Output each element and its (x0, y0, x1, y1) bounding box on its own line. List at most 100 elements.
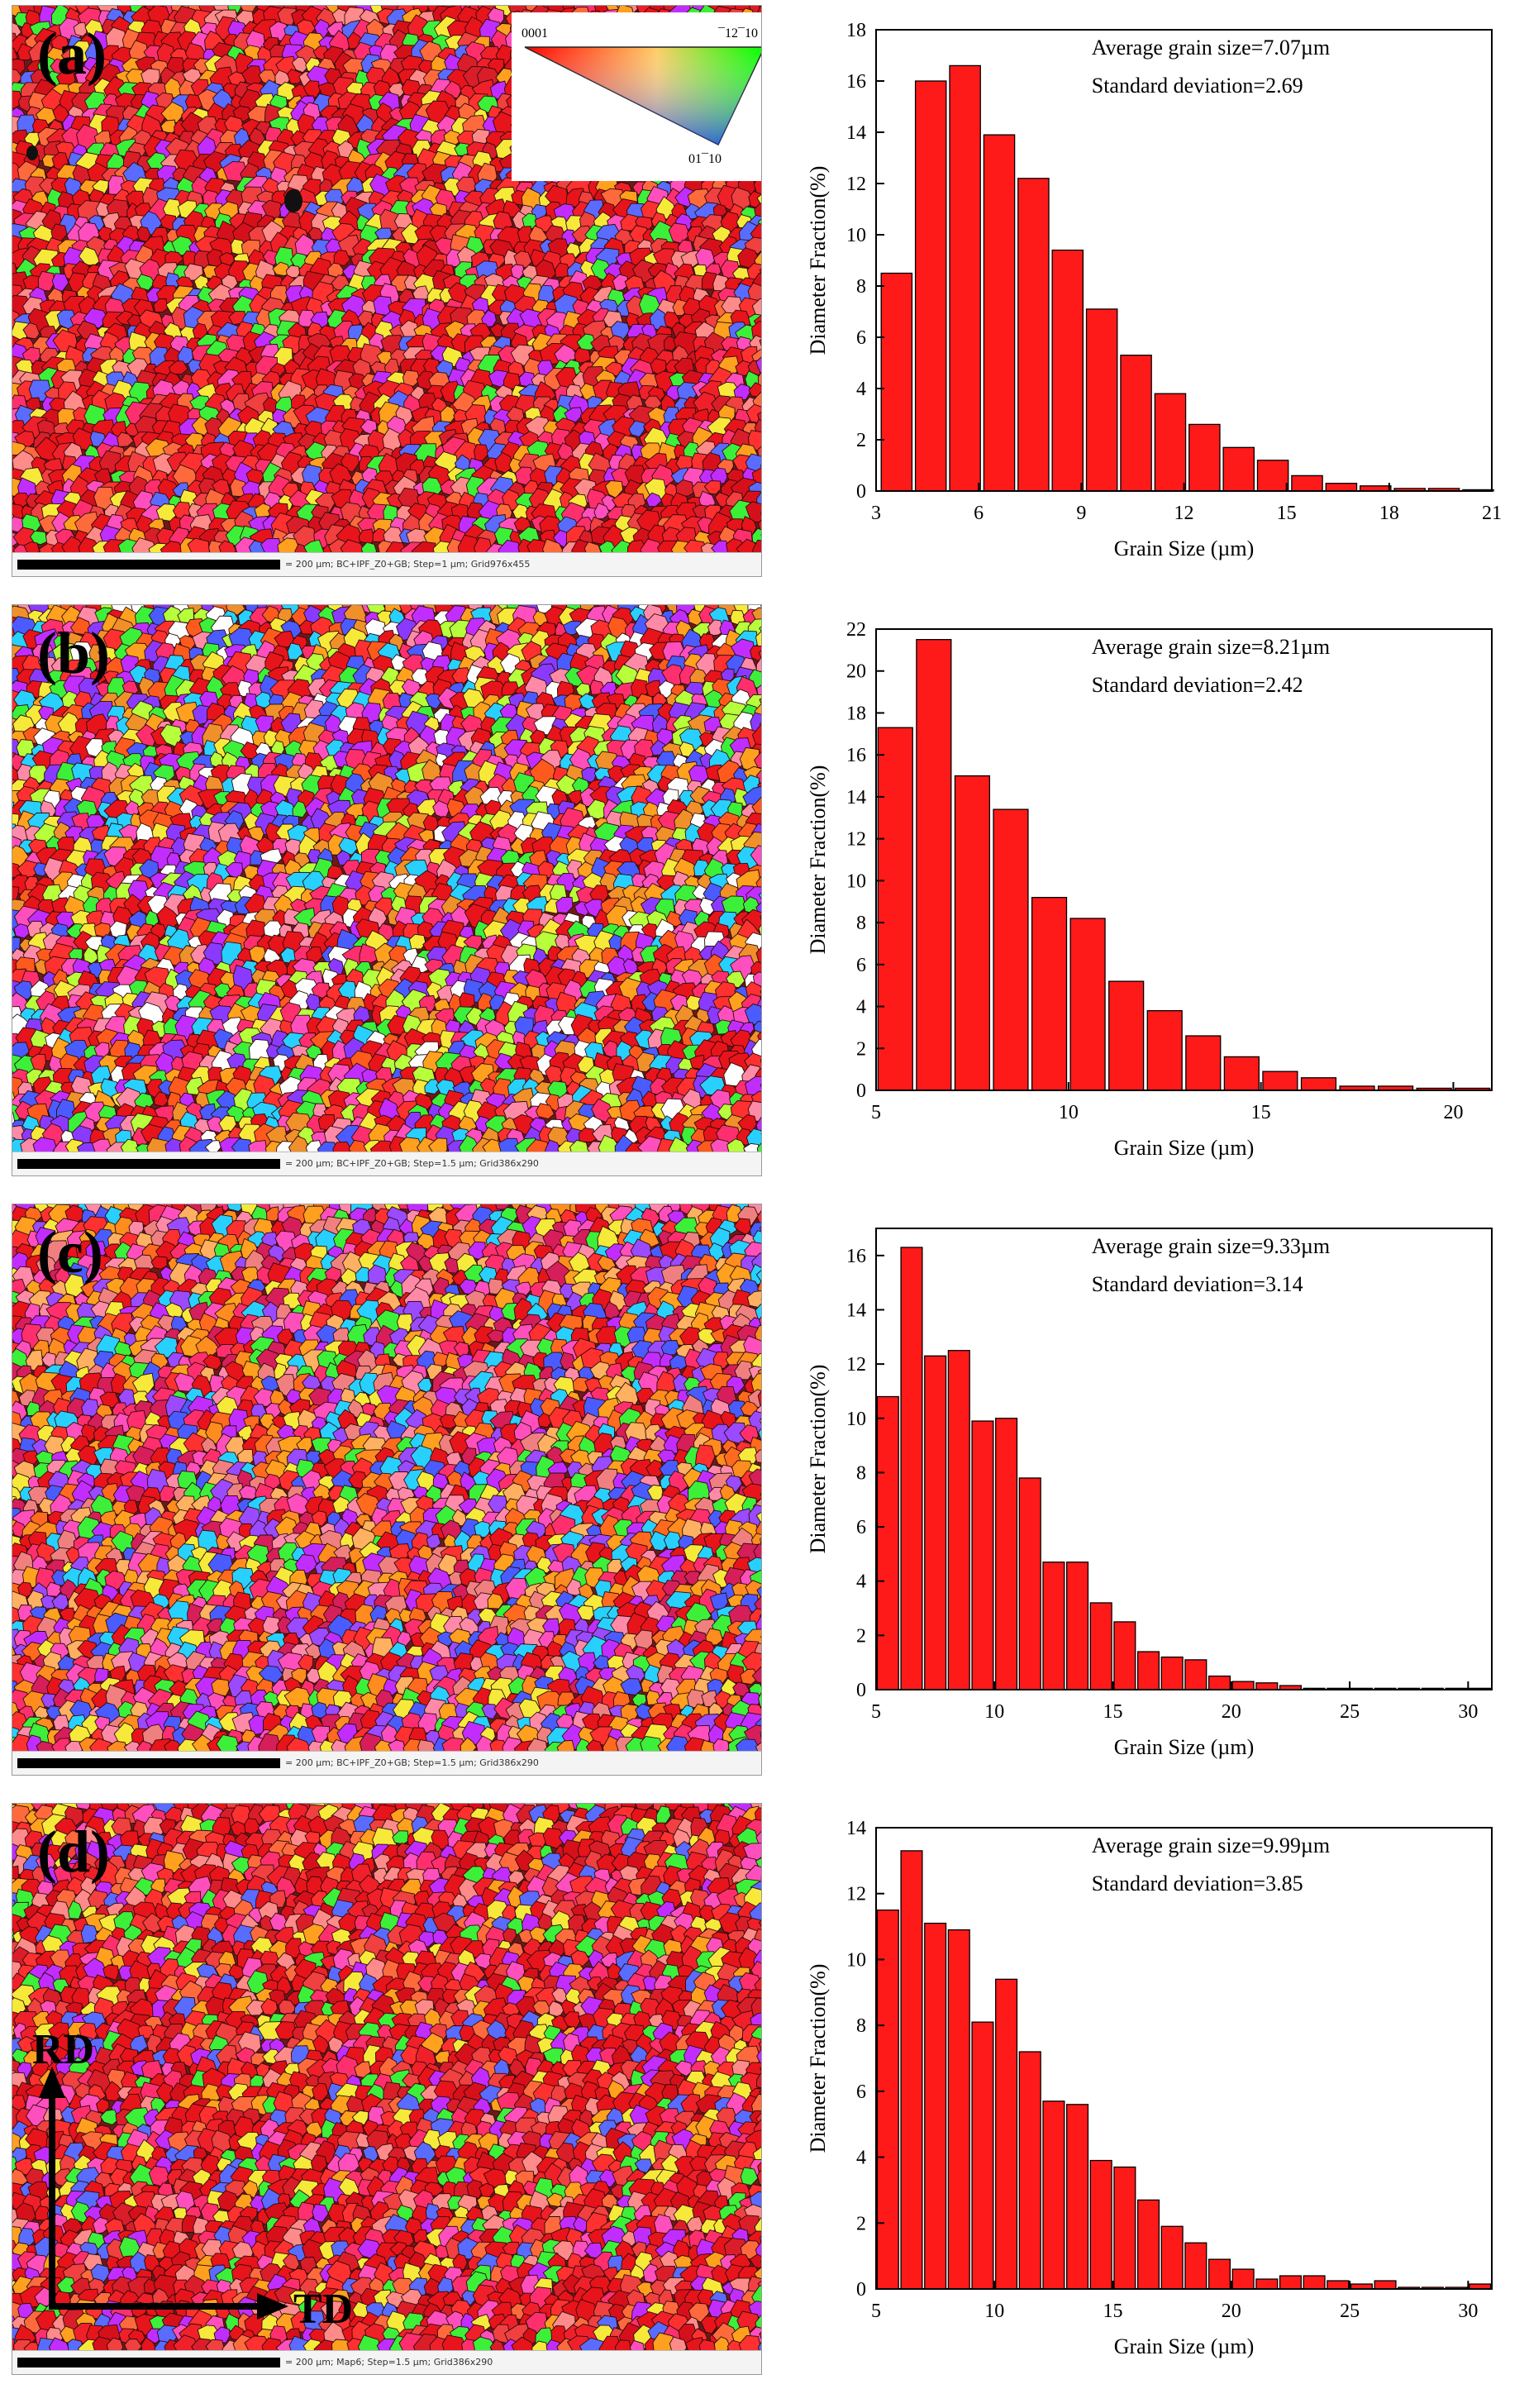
y-tick-label: 12 (846, 1354, 866, 1376)
histogram-bar (1255, 2278, 1279, 2290)
y-tick-label: 6 (856, 955, 866, 976)
x-tick-label: 12 (1174, 503, 1194, 524)
scale-bar: = 200 µm; BC+IPF_Z0+GB; Step=1 µm; Grid9… (12, 552, 761, 576)
histogram-bar (947, 1350, 970, 1690)
scale-bar-line (17, 2358, 280, 2367)
histogram-bar (924, 1355, 947, 1690)
histogram-bar (1160, 2225, 1184, 2290)
y-tick-label: 8 (856, 276, 866, 298)
y-tick-label: 16 (846, 71, 866, 93)
histogram-bar (1051, 249, 1084, 492)
scale-bar-line (17, 1159, 280, 1169)
x-tick-label: 25 (1340, 1701, 1360, 1723)
histogram-bar (1136, 1651, 1160, 1690)
y-axis-label: Diameter Fraction(%) (806, 166, 830, 355)
x-axis-label: Grain Size (µm) (1114, 2334, 1254, 2358)
histogram-bar (1262, 1070, 1298, 1091)
histogram-bar (971, 1420, 994, 1690)
ipf-label-1210: ¯12¯10 (717, 26, 758, 41)
histogram-bar (1120, 355, 1152, 492)
histogram-bar (914, 80, 947, 492)
grain-map-image (12, 1204, 761, 1752)
y-tick-label: 6 (856, 2081, 866, 2103)
histogram-chart: 0 2 4 6 8 10 12 14 16 5 10 15 20 25 30 Grain Size (µm) D… (806, 1228, 1493, 1759)
standard-deviation-annotation: Standard deviation=2.42 (1092, 673, 1303, 697)
y-tick-label: 22 (846, 619, 866, 641)
histogram-chart: 0 2 4 6 8 10 12 14 16 18 3 6 9 12 15 18 21 Grain Size (µm… (806, 20, 1502, 560)
histogram-bar (1146, 1009, 1183, 1091)
x-tick-label: 9 (1076, 503, 1086, 524)
x-tick-label: 5 (871, 1102, 881, 1123)
histogram-bar (1207, 2258, 1231, 2290)
panel-b: (b) = 200 µm; BC+IPF_Z0+GB; Step=1.5 µm;… (0, 599, 1529, 1194)
histogram-bar (1303, 2275, 1326, 2290)
x-tick-label: 20 (1222, 1701, 1241, 1723)
y-tick-label: 0 (856, 2279, 866, 2301)
y-tick-label: 10 (846, 870, 866, 892)
x-tick-label: 15 (1103, 1701, 1123, 1723)
histogram-bar (1108, 980, 1145, 1091)
y-tick-label: 14 (846, 787, 866, 808)
x-tick-label: 10 (984, 2301, 1004, 2322)
scale-bar-text: = 200 µm; BC+IPF_Z0+GB; Step=1.5 µm; Gri… (285, 1757, 539, 1768)
y-tick-label: 8 (856, 913, 866, 934)
y-tick-label: 10 (846, 225, 866, 246)
y-tick-label: 6 (856, 327, 866, 349)
histogram-bar (900, 1247, 923, 1690)
y-tick-label: 2 (856, 1625, 866, 1647)
ebsd-map: (c) = 200 µm; BC+IPF_Z0+GB; Step=1.5 µm;… (12, 1204, 762, 1776)
panel-label: (b) (37, 620, 110, 686)
histogram-bar (900, 1850, 923, 2290)
y-tick-label: 10 (846, 1949, 866, 1971)
scale-bar-text: = 200 µm; BC+IPF_Z0+GB; Step=1.5 µm; Gri… (285, 1158, 539, 1169)
x-axis-label: Grain Size (µm) (1114, 1136, 1254, 1160)
histogram-bar (1154, 393, 1187, 492)
average-grain-size-annotation: Average grain size=9.33µm (1092, 1234, 1330, 1258)
panel-d: RD TD (d) = 200 µm; Map6; Step=1.5 µm; G… (0, 1798, 1529, 2393)
scale-bar-line (17, 560, 280, 570)
ebsd-map: (b) = 200 µm; BC+IPF_Z0+GB; Step=1.5 µm;… (12, 604, 762, 1176)
y-tick-label: 16 (846, 745, 866, 766)
histogram-bar (1089, 2159, 1112, 2290)
standard-deviation-annotation: Standard deviation=2.69 (1092, 74, 1303, 98)
panel-label: (c) (37, 1219, 103, 1285)
average-grain-size-annotation: Average grain size=7.07µm (1092, 36, 1330, 60)
histogram-bar (1018, 2051, 1041, 2290)
histogram-bar (1188, 423, 1221, 492)
histogram-bar (1066, 2104, 1089, 2290)
y-tick-label: 6 (856, 1517, 866, 1538)
histogram-bar (1066, 1562, 1089, 1690)
y-tick-label: 0 (856, 1080, 866, 1102)
x-tick-label: 18 (1379, 503, 1399, 524)
y-tick-label: 2 (856, 1038, 866, 1060)
y-tick-label: 4 (856, 379, 866, 400)
y-tick-label: 12 (846, 174, 866, 195)
x-tick-label: 5 (871, 2301, 881, 2322)
y-axis-label: Diameter Fraction(%) (806, 1365, 830, 1554)
histogram-bar (993, 808, 1029, 1091)
panel-a: 0001 ¯12¯10 01¯10 (a) = 200 µm; BC+IPF_Z… (0, 0, 1529, 595)
y-tick-label: 12 (846, 1884, 866, 1905)
x-tick-label: 15 (1251, 1102, 1271, 1123)
y-tick-label: 16 (846, 1246, 866, 1267)
histogram-bar (1223, 1056, 1260, 1091)
y-tick-label: 18 (846, 703, 866, 724)
panel-label: (a) (37, 21, 107, 87)
scale-bar: = 200 µm; BC+IPF_Z0+GB; Step=1.5 µm; Gri… (12, 1751, 761, 1775)
panel-c: (c) = 200 µm; BC+IPF_Z0+GB; Step=1.5 µm;… (0, 1199, 1529, 1794)
ipf-label-0110: 01¯10 (688, 152, 722, 166)
histogram-bar (995, 1978, 1018, 2290)
x-tick-label: 6 (974, 503, 984, 524)
y-tick-label: 14 (846, 122, 866, 144)
y-tick-label: 12 (846, 829, 866, 851)
histogram-bar (983, 134, 1016, 492)
x-tick-label: 15 (1277, 503, 1297, 524)
y-axis-label: Diameter Fraction(%) (806, 765, 830, 955)
x-tick-label: 30 (1458, 1701, 1478, 1723)
y-tick-label: 0 (856, 481, 866, 503)
average-grain-size-annotation: Average grain size=8.21µm (1092, 635, 1330, 659)
ebsd-map: RD TD (d) = 200 µm; Map6; Step=1.5 µm; G… (12, 1803, 762, 2375)
scale-bar: = 200 µm; BC+IPF_Z0+GB; Step=1.5 µm; Gri… (12, 1152, 761, 1175)
histogram-bar (1113, 1621, 1136, 1690)
histogram-bar (1256, 460, 1289, 492)
